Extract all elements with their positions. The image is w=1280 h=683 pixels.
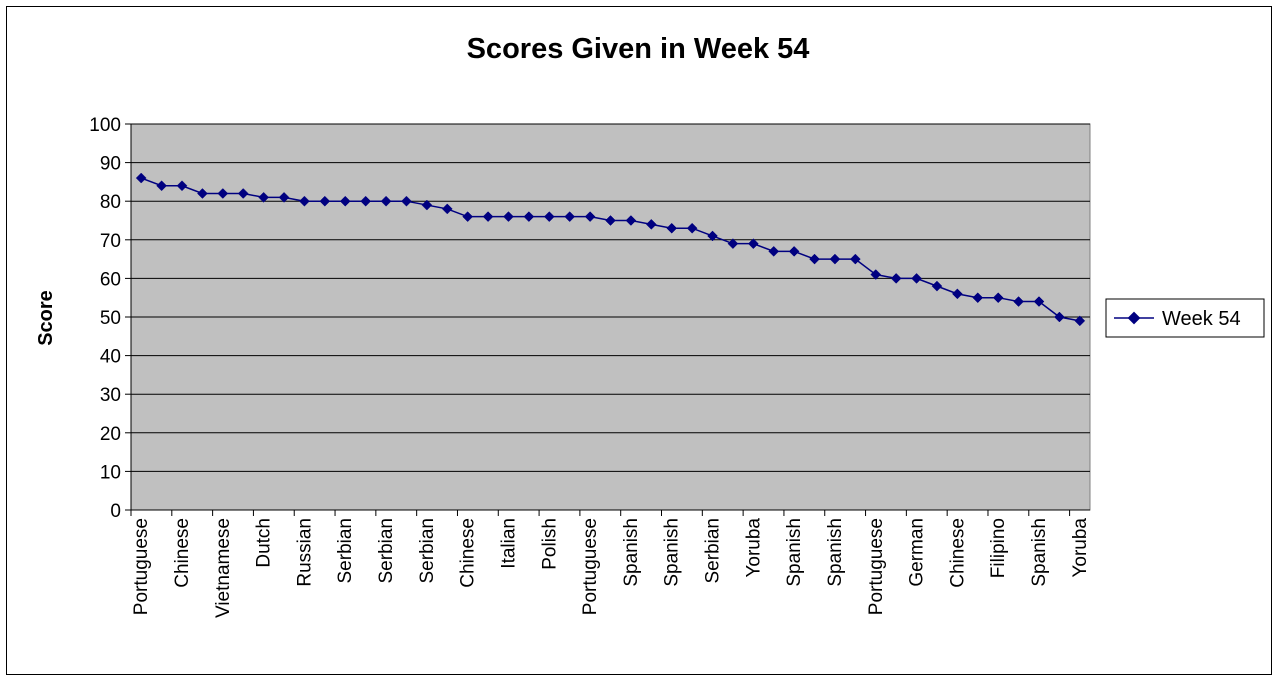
y-tick-label: 10 (100, 462, 121, 483)
data-point (197, 188, 208, 199)
data-point (707, 230, 718, 242)
data-point (482, 211, 494, 222)
data-point (686, 222, 698, 234)
data-point (523, 211, 535, 222)
x-tick-label: Serbian (703, 518, 724, 584)
data-point (176, 180, 188, 192)
x-tick-label: Chinese (172, 518, 193, 588)
data-point (278, 191, 290, 203)
data-point (237, 188, 249, 199)
data-point (931, 280, 943, 292)
y-tick-label: 50 (100, 308, 121, 329)
data-point (972, 292, 984, 304)
data-point (666, 222, 678, 234)
data-point (217, 188, 229, 199)
x-tick-label: Russian (294, 518, 315, 587)
x-tick-label: Spanish (662, 518, 683, 587)
x-tick-label: Spanish (784, 518, 805, 587)
data-point (911, 273, 922, 284)
data-point (1033, 296, 1045, 307)
data-point (401, 195, 412, 207)
data-point (952, 288, 963, 300)
legend: Week 54 (1105, 298, 1265, 338)
series-points (135, 172, 1086, 327)
data-point (605, 215, 616, 226)
data-point (503, 211, 514, 222)
y-tick-label: 90 (100, 154, 121, 175)
y-axis-label: Score (35, 290, 57, 346)
data-point (156, 180, 167, 192)
chart-title: Scores Given in Week 54 (467, 33, 810, 65)
x-tick-label: Filipino (988, 518, 1009, 578)
data-point (870, 269, 882, 280)
x-tick-label: Spanish (825, 518, 846, 587)
x-tick-label: Yoruba (1070, 518, 1091, 578)
data-point (829, 253, 841, 265)
x-tick-label: Vietnamese (213, 518, 234, 618)
data-point (809, 253, 820, 265)
data-point (584, 211, 596, 222)
data-point (339, 195, 351, 207)
y-axis-ticks: 0 10 20 30 40 50 60 70 80 90 100 (89, 115, 1090, 522)
data-point (992, 292, 1004, 304)
data-point (258, 191, 269, 203)
data-point (299, 195, 310, 207)
y-tick-label: 70 (100, 231, 121, 252)
data-point (788, 246, 800, 257)
data-point (747, 238, 759, 250)
data-point (849, 253, 861, 265)
data-point (625, 215, 637, 226)
y-tick-label: 60 (100, 269, 121, 290)
x-tick-label: Portuguese (580, 518, 601, 615)
x-tick-label: Serbian (376, 518, 397, 584)
x-tick-label: Italian (498, 518, 519, 569)
x-tick-label: Portuguese (866, 518, 887, 615)
x-tick-label: German (907, 518, 928, 587)
data-point (135, 172, 147, 184)
data-point (360, 195, 372, 207)
data-point (462, 211, 474, 222)
data-point (319, 195, 331, 207)
x-tick-label: Chinese (947, 518, 968, 588)
x-tick-label: Serbian (417, 518, 438, 584)
data-point (890, 273, 902, 284)
y-tick-label: 20 (100, 424, 121, 445)
data-point (421, 199, 433, 211)
x-tick-label: Dutch (254, 518, 275, 568)
x-tick-label: Spanish (621, 518, 642, 587)
y-tick-label: 40 (100, 347, 121, 368)
data-point (1054, 311, 1065, 323)
data-point (727, 238, 739, 250)
data-point (768, 246, 780, 257)
y-tick-label: 80 (100, 192, 121, 213)
data-point (1013, 296, 1024, 307)
data-point (543, 211, 555, 222)
x-tick-label: Serbian (335, 518, 356, 584)
x-tick-label: Polish (539, 518, 560, 570)
x-tick-label: Chinese (458, 518, 479, 588)
data-point (645, 219, 657, 230)
grid-lines (131, 123, 1090, 472)
legend-label-week-54: Week 54 (1162, 308, 1241, 330)
y-tick-label: 0 (110, 501, 121, 522)
x-axis-ticks: Portuguese Chinese Vietnamese Dutch Russian S… (130, 510, 1091, 618)
data-point (1074, 315, 1086, 327)
x-tick-label: Spanish (1029, 518, 1050, 587)
x-tick-label: Portuguese (131, 518, 152, 615)
y-tick-label: 30 (100, 385, 121, 406)
data-point (380, 195, 392, 207)
data-point (441, 203, 453, 215)
x-tick-label: Yoruba (743, 518, 764, 578)
data-point (564, 211, 576, 222)
y-tick-label: 100 (89, 115, 121, 136)
